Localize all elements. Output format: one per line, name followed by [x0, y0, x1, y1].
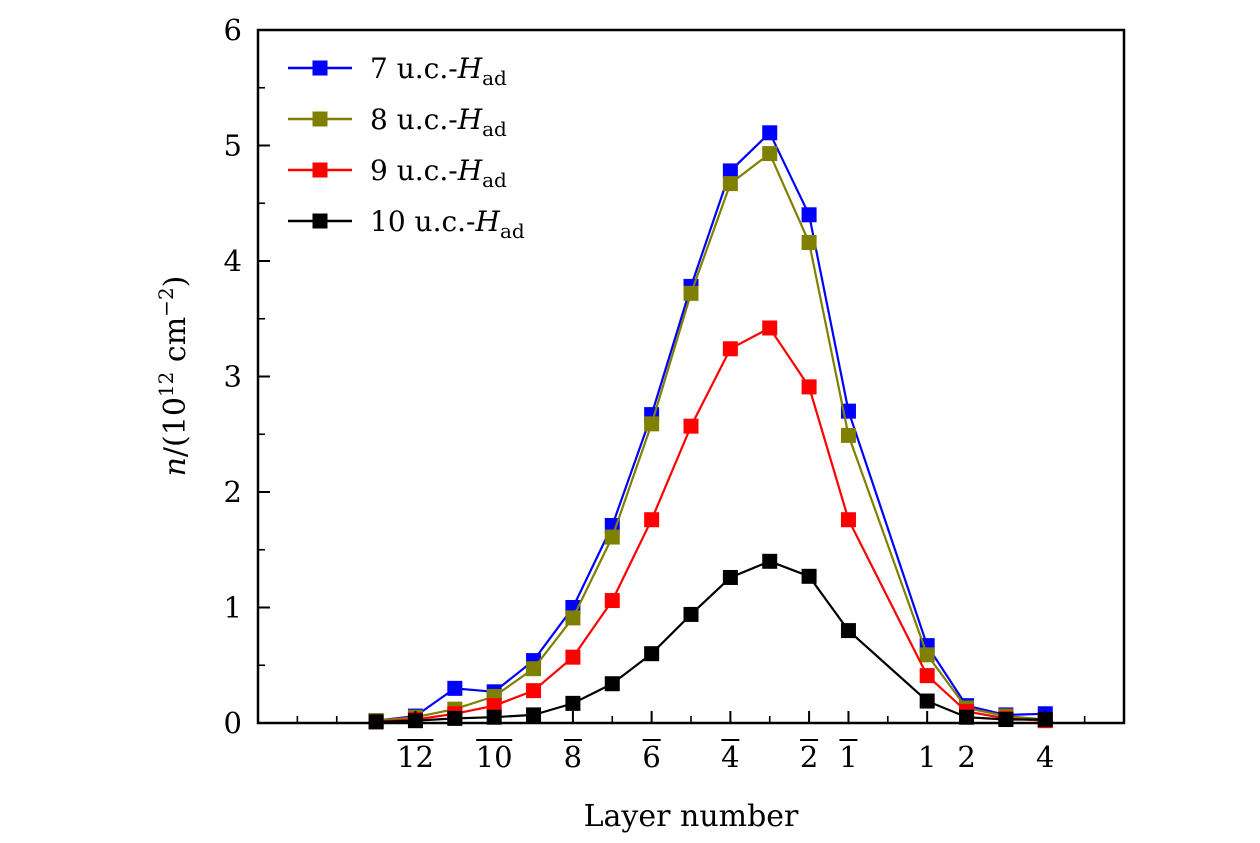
x-tick-label: 2 — [957, 740, 975, 774]
data-point — [762, 146, 778, 162]
y-axis-title-unit-exp: −2 — [154, 287, 178, 316]
x-tick-label: 12 — [397, 740, 434, 774]
legend-marker — [312, 60, 328, 76]
x-tick-label: 10 — [476, 740, 513, 774]
y-tick-label: 3 — [224, 360, 242, 394]
legend-item: 7 u.c.-Had — [288, 52, 507, 90]
legend-label: 7 u.c.-Had — [370, 52, 507, 90]
data-point — [644, 416, 660, 432]
data-point — [840, 512, 856, 528]
data-point — [604, 529, 620, 545]
data-point — [683, 285, 699, 301]
data-point — [565, 695, 581, 711]
data-point — [447, 680, 463, 696]
series-9-uc — [368, 320, 1053, 730]
x-tick-label: 1 — [839, 740, 857, 774]
data-point — [526, 683, 542, 699]
data-point — [644, 512, 660, 528]
data-point — [565, 610, 581, 626]
data-point — [722, 341, 738, 357]
y-axis-title-close: ) — [158, 276, 193, 288]
x-tick-label: 1 — [918, 740, 936, 774]
data-point — [801, 568, 817, 584]
legend-label: 9 u.c.-Had — [370, 154, 507, 192]
legend: 7 u.c.-Had 8 u.c.-Had 9 u.c.-Had 10 u.c.-Ha… — [288, 52, 525, 243]
y-axis-title-scale: /(10 — [158, 397, 193, 457]
legend-marker — [312, 213, 328, 229]
y-tick-label: 5 — [224, 129, 242, 163]
y-tick-label: 4 — [224, 244, 242, 278]
x-tick-label: 2 — [800, 740, 818, 774]
data-point — [840, 623, 856, 639]
legend-item: 10 u.c.-Had — [288, 205, 525, 243]
data-point — [919, 647, 935, 663]
y-tick-label: 2 — [224, 475, 242, 509]
x-tick-label: 8 — [564, 740, 582, 774]
data-point — [762, 320, 778, 336]
data-point — [801, 207, 817, 223]
data-point — [722, 569, 738, 585]
data-point — [722, 163, 738, 179]
y-axis-title-exp: 12 — [154, 372, 178, 397]
legend-label: 8 u.c.-Had — [370, 103, 507, 141]
data-point — [486, 698, 502, 714]
data-point — [604, 593, 620, 609]
legend-item: 8 u.c.-Had — [288, 103, 507, 141]
x-tick-label: 4 — [721, 740, 739, 774]
data-point — [526, 661, 542, 677]
y-axis-title-unit: cm — [158, 317, 193, 372]
data-point — [644, 646, 660, 662]
x-tick-label: 6 — [642, 740, 660, 774]
data-point — [919, 668, 935, 684]
series-line — [376, 151, 1046, 722]
x-tick-label: 4 — [1036, 740, 1054, 774]
data-point — [604, 676, 620, 692]
data-point — [762, 553, 778, 569]
data-point — [919, 693, 935, 709]
data-point — [801, 235, 817, 251]
legend-marker — [312, 111, 328, 127]
series-10-uc — [368, 553, 1053, 730]
data-point — [840, 427, 856, 443]
y-axis-title: n/(1012 cm−2) — [154, 276, 193, 477]
x-axis-title: Layer number — [584, 799, 799, 834]
series-layer — [368, 125, 1053, 730]
y-tick-label: 0 — [224, 706, 242, 740]
data-point — [683, 418, 699, 434]
data-point — [722, 176, 738, 192]
y-tick-label: 1 — [224, 591, 242, 625]
data-point — [526, 707, 542, 723]
series-line — [376, 326, 1046, 723]
y-axis-title-var: n — [158, 457, 193, 476]
data-point — [762, 125, 778, 141]
data-point — [565, 649, 581, 665]
legend-item: 9 u.c.-Had — [288, 154, 507, 192]
series-line — [376, 560, 1046, 723]
data-point — [801, 379, 817, 395]
y-tick-label: 6 — [224, 13, 242, 47]
data-point — [683, 606, 699, 622]
legend-marker — [312, 162, 328, 178]
legend-label: 10 u.c.-Had — [370, 205, 525, 243]
